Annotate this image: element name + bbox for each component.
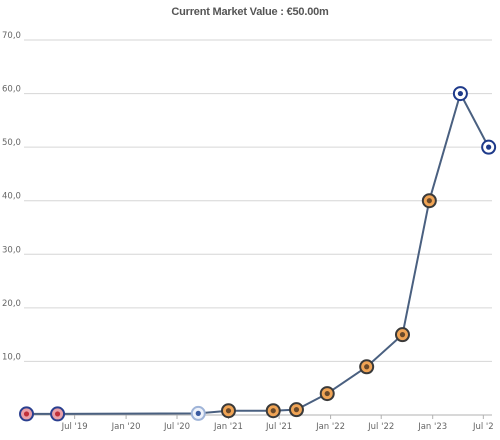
data-point-club-c-icon — [220, 403, 236, 419]
grid-lines — [24, 39, 492, 416]
marker-center — [270, 408, 276, 414]
marker-center — [399, 332, 406, 338]
marker-center — [225, 408, 232, 414]
data-point-club-c-icon — [319, 386, 335, 402]
data-point-club-c-icon — [394, 327, 410, 343]
x-tick-label: Jan '23 — [417, 422, 447, 432]
data-point-club-c-icon — [265, 403, 281, 419]
data-point-club-c-icon — [359, 359, 375, 375]
data-point-club-b-icon — [190, 405, 206, 421]
x-tick-label: Jul '22 — [367, 422, 394, 432]
value-line — [26, 92, 490, 415]
marker-center — [195, 410, 201, 416]
data-points — [19, 86, 497, 422]
marker-center — [364, 364, 370, 370]
marker-center — [23, 411, 30, 417]
x-tick-label: Jul '21 — [265, 422, 292, 432]
data-point-club-d-icon — [452, 86, 468, 102]
marker-center — [324, 390, 330, 397]
y-tick-label: 50,0 — [2, 138, 21, 148]
x-tick-label: Jan '22 — [315, 422, 345, 432]
x-axis-ticks: Jul '19 Jan '20 Jul '20 Jan '21 Jul '21 Jan '… — [61, 415, 494, 432]
marker-center — [486, 144, 492, 150]
series-line — [26, 92, 490, 415]
x-tick-label: Jul '20 — [163, 422, 190, 432]
x-tick-label: Jul '2 — [472, 422, 494, 432]
data-point-club-d-icon — [481, 139, 497, 155]
x-tick-label: Jan '20 — [111, 422, 141, 432]
marker-center — [457, 90, 463, 97]
x-tick-label: Jan '21 — [213, 422, 243, 432]
y-tick-label: 20,0 — [2, 299, 21, 309]
chart-title: Current Market Value : €50.00m — [171, 6, 329, 18]
y-tick-label: 10,0 — [2, 352, 21, 362]
marker-center — [293, 407, 300, 413]
y-tick-label: 60,0 — [2, 85, 21, 95]
marker-center — [426, 198, 432, 204]
data-point-club-a-icon — [19, 406, 35, 422]
marker-center — [54, 411, 61, 417]
data-point-club-c-icon — [288, 402, 304, 418]
data-point-club-a-icon — [50, 406, 66, 422]
y-tick-label: 70,0 — [2, 31, 21, 41]
y-axis-ticks: 10,0 20,0 30,0 40,0 50,0 60,0 70,0 — [2, 31, 21, 362]
data-point-club-c-icon — [421, 193, 437, 209]
x-tick-label: Jul '19 — [61, 422, 88, 432]
y-tick-label: 40,0 — [2, 192, 21, 202]
y-tick-label: 30,0 — [2, 245, 21, 255]
